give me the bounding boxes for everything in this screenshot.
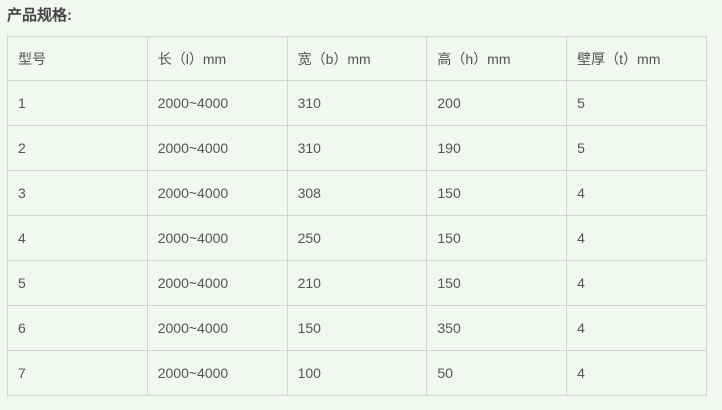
spec-table: 型号 长（l）mm 宽（b）mm 高（h）mm 壁厚（t）mm 1 2000~40… (7, 36, 707, 396)
table-cell: 50 (426, 350, 568, 396)
table-cell: 4 (566, 170, 707, 216)
table-cell: 4 (566, 215, 707, 261)
table-cell: 190 (426, 125, 568, 171)
table-row: 1 2000~4000 310 200 5 (7, 80, 707, 126)
table-cell: 200 (426, 80, 568, 126)
table-cell: 150 (286, 305, 428, 351)
table-cell: 5 (566, 125, 707, 171)
table-cell: 5 (7, 260, 148, 306)
table-cell: 350 (426, 305, 568, 351)
table-cell: 2000~4000 (146, 80, 288, 126)
table-cell: 2 (7, 125, 148, 171)
table-header-row: 型号 长（l）mm 宽（b）mm 高（h）mm 壁厚（t）mm (7, 36, 707, 81)
table-cell: 4 (566, 305, 707, 351)
table-cell: 4 (566, 350, 707, 396)
table-cell: 4 (566, 260, 707, 306)
table-cell: 3 (7, 170, 148, 216)
table-cell: 150 (426, 170, 568, 216)
section-title: 产品规格: (7, 7, 72, 24)
table-cell: 250 (286, 215, 428, 261)
header-cell: 长（l）mm (146, 36, 288, 81)
table-cell: 6 (7, 305, 148, 351)
table-cell: 150 (426, 215, 568, 261)
table-cell: 210 (286, 260, 428, 306)
table-row: 2 2000~4000 310 190 5 (7, 125, 707, 171)
table-row: 6 2000~4000 150 350 4 (7, 305, 707, 351)
table-cell: 7 (7, 350, 148, 396)
table-cell: 2000~4000 (146, 125, 288, 171)
table-cell: 310 (286, 125, 428, 171)
table-cell: 100 (286, 350, 428, 396)
table-cell: 2000~4000 (146, 305, 288, 351)
table-cell: 1 (7, 80, 148, 126)
table-cell: 2000~4000 (146, 260, 288, 306)
table-cell: 310 (286, 80, 428, 126)
table-cell: 4 (7, 215, 148, 261)
header-cell: 宽（b）mm (286, 36, 428, 81)
table-cell: 2000~4000 (146, 215, 288, 261)
table-cell: 150 (426, 260, 568, 306)
header-cell: 型号 (7, 36, 148, 81)
table-cell: 308 (286, 170, 428, 216)
table-row: 7 2000~4000 100 50 4 (7, 350, 707, 396)
table-row: 3 2000~4000 308 150 4 (7, 170, 707, 216)
header-cell: 高（h）mm (426, 36, 568, 81)
table-cell: 2000~4000 (146, 350, 288, 396)
header-cell: 壁厚（t）mm (566, 36, 707, 81)
table-cell: 5 (566, 80, 707, 126)
table-row: 4 2000~4000 250 150 4 (7, 215, 707, 261)
table-cell: 2000~4000 (146, 170, 288, 216)
table-row: 5 2000~4000 210 150 4 (7, 260, 707, 306)
